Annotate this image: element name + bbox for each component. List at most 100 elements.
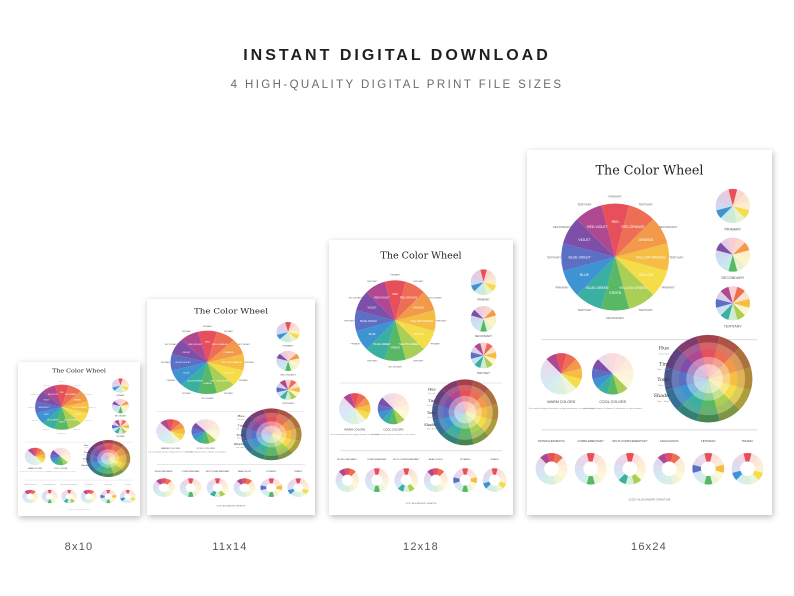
side-wheel-segment — [480, 306, 487, 319]
wheel-segment — [197, 362, 218, 395]
temperature-wheel-segment — [27, 456, 36, 465]
temperature-wheel-segment — [377, 404, 394, 413]
side-wheel-segment — [483, 346, 497, 356]
temperature-note: Can create feelings of calmness, relaxat… — [583, 407, 643, 410]
wheel-segment-label: YELLOW-GREEN — [210, 380, 229, 382]
value-note: Hue + black — [237, 447, 245, 449]
side-wheel-segment — [120, 424, 130, 429]
temperature-wheel-segment — [354, 393, 366, 409]
harmony-wheel-center — [185, 483, 196, 492]
temperature-wheel-segment — [389, 393, 398, 409]
poster-artwork: The Color Wheel RED PRIMARY RED-ORANGE TERTI… — [148, 306, 310, 507]
harmony-wheel-segment — [335, 477, 348, 484]
wheel-segment-label: YELLOW-GREEN — [619, 286, 647, 290]
temperature-note: Can create feelings of passion, energy, … — [330, 433, 379, 436]
harmony-wheel-segment — [295, 478, 302, 488]
value-ring-segment — [271, 432, 282, 437]
temperature-wheel-segment — [343, 408, 355, 424]
wheel-ring-label: TERTIARY — [367, 359, 378, 362]
temperature-label: WARM COLORS — [161, 447, 181, 450]
wheel-segment — [395, 281, 424, 321]
harmony-wheel-segment — [551, 464, 568, 473]
temperature-wheel-segment — [60, 450, 71, 457]
side-wheel-segment — [471, 318, 484, 328]
wheel-segment-label: RED — [60, 392, 65, 394]
value-ring-segment — [708, 364, 719, 379]
side-wheel-segment — [474, 318, 484, 332]
wheel-ring-label: TERTIARY — [413, 359, 424, 362]
harmony-wheel-segment — [206, 485, 218, 491]
side-wheel-segment — [114, 406, 121, 414]
wheel-segment — [35, 391, 62, 408]
wheel-ring-label: SECONDARY — [238, 343, 251, 346]
harmony-label: ANALOGOUS — [660, 439, 679, 443]
harmony-wheel-complementary: COMPLEMENTARY — [179, 470, 202, 497]
value-ring-segment — [693, 374, 709, 383]
side-wheel-segment — [470, 315, 484, 323]
wheel-segment-label: VIOLET — [182, 352, 191, 354]
side-wheel-segment — [471, 273, 484, 283]
side-wheel-segment — [732, 238, 745, 255]
value-ring-segment — [708, 368, 723, 379]
cool-colors-wheel: COOL COLORSCan create feelings of calmne… — [371, 393, 416, 436]
harmony-wheel-segment — [625, 468, 635, 485]
side-wheel-segment — [720, 254, 733, 272]
temperature-wheel-segment — [382, 393, 394, 409]
side-wheel-segment — [728, 254, 738, 272]
harmony-wheel-segment — [747, 464, 764, 473]
wheel-segment-label: ORANGE — [639, 238, 655, 242]
wheel-ring-label: TERTIARY — [436, 320, 447, 323]
harmony-wheel-segment — [692, 464, 709, 473]
wheel-segment — [615, 219, 668, 258]
temperature-wheel-segment — [60, 456, 69, 465]
wheel-segment — [207, 339, 244, 363]
temperature-wheel-segment — [205, 428, 221, 435]
wheel-ring-label: TERTIARY — [224, 392, 235, 395]
side-wheel-segment — [120, 385, 127, 393]
harmony-wheel-center — [459, 474, 471, 486]
side-wheel-segment — [114, 385, 121, 393]
temperature-wheel-segment — [339, 397, 355, 409]
wheel-ring-label: TERTIARY — [413, 280, 424, 283]
harmony-wheel-center — [239, 483, 250, 492]
size-label-8x10: 8x10 — [64, 541, 94, 553]
wheel-segment-label: YELLOW-ORANGE — [411, 319, 434, 323]
wheel-segment — [54, 384, 69, 408]
wheel-segment — [563, 257, 616, 295]
harmony-wheel-segment — [30, 494, 39, 499]
wheel-segment-label: YELLOW — [74, 414, 82, 416]
harmony-wheel-center — [85, 493, 93, 500]
harmony-wheel-segment — [491, 480, 498, 493]
value-ring-segment — [268, 434, 274, 443]
harmony-wheel-segment — [47, 489, 52, 497]
value-term: Shade — [424, 423, 436, 427]
harmony-wheel-segment — [217, 485, 229, 491]
side-wheel-secondary: SECONDARY — [276, 350, 300, 376]
wheel-segment-label: YELLOW-GREEN — [64, 420, 78, 422]
harmony-wheel-segment — [260, 485, 272, 491]
value-note: Hue + white — [427, 404, 436, 407]
wheel-segment — [171, 339, 208, 363]
harmony-wheel-analogous: ANALOGOUS — [80, 483, 97, 504]
harmony-wheel-segment — [271, 485, 283, 491]
cool-colors-wheel: COOL COLORSCan create feelings of calmne… — [46, 447, 76, 472]
harmony-wheel-analogous: ANALOGOUS — [233, 470, 256, 497]
harmony-wheel-segment — [664, 468, 674, 485]
side-wheel-segment — [112, 401, 121, 407]
value-ring-segment — [271, 428, 282, 435]
value-ring-segment — [106, 458, 111, 465]
value-wheel: HuePure color TintHue + white ToneHue + gr… — [654, 334, 753, 423]
harmony-wheel-segment — [268, 478, 275, 488]
value-wheel: HuePure color TintHue + white ToneHue + gr… — [234, 408, 302, 461]
page-subtitle: 4 HIGH-QUALITY DIGITAL PRINT FILE SIZES — [230, 79, 564, 91]
harmony-wheel-segment — [119, 494, 128, 499]
side-wheel-segment — [279, 351, 289, 361]
harmony-wheel-center — [212, 483, 223, 492]
temperature-wheel-segment — [50, 450, 61, 457]
harmony-wheel-tetradic: TETRADIC — [100, 483, 117, 504]
temperature-wheel-segment — [170, 431, 185, 441]
value-ring-segment — [268, 425, 274, 435]
temperature-wheel-segment — [156, 431, 171, 441]
value-term: Tone — [657, 377, 669, 383]
side-wheel-label: PRIMARY — [724, 227, 741, 231]
